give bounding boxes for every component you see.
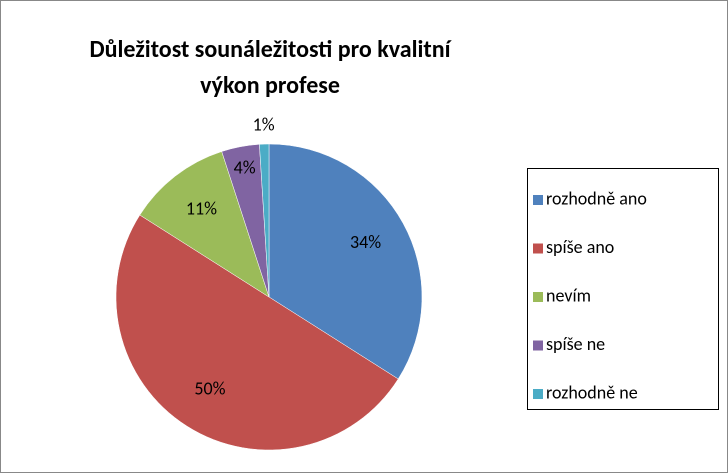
data-label: 1% (253, 113, 275, 135)
data-label: 34% (350, 231, 381, 253)
pie-slice (115, 214, 399, 451)
chart-title: Důležitost sounáležitosti pro kvalitní v… (89, 35, 451, 100)
legend-label: nevím (546, 284, 591, 306)
pie-slice (259, 143, 270, 298)
data-label: 50% (194, 377, 225, 399)
legend-swatch (533, 292, 543, 302)
legend-label: spíše ano (546, 236, 614, 258)
legend-swatch (533, 195, 543, 205)
pie-slice (268, 143, 423, 380)
legend-swatch (533, 243, 543, 254)
legend-swatch (533, 389, 543, 399)
legend-swatch (533, 340, 543, 351)
legend-box (527, 168, 719, 410)
data-label: 4% (234, 157, 256, 179)
legend-label: rozhodně ne (546, 381, 638, 403)
data-label: 11% (186, 197, 217, 219)
legend-label: spíše ne (546, 333, 605, 355)
legend-label: rozhodně ano (546, 187, 647, 209)
pie-slice (139, 151, 270, 298)
